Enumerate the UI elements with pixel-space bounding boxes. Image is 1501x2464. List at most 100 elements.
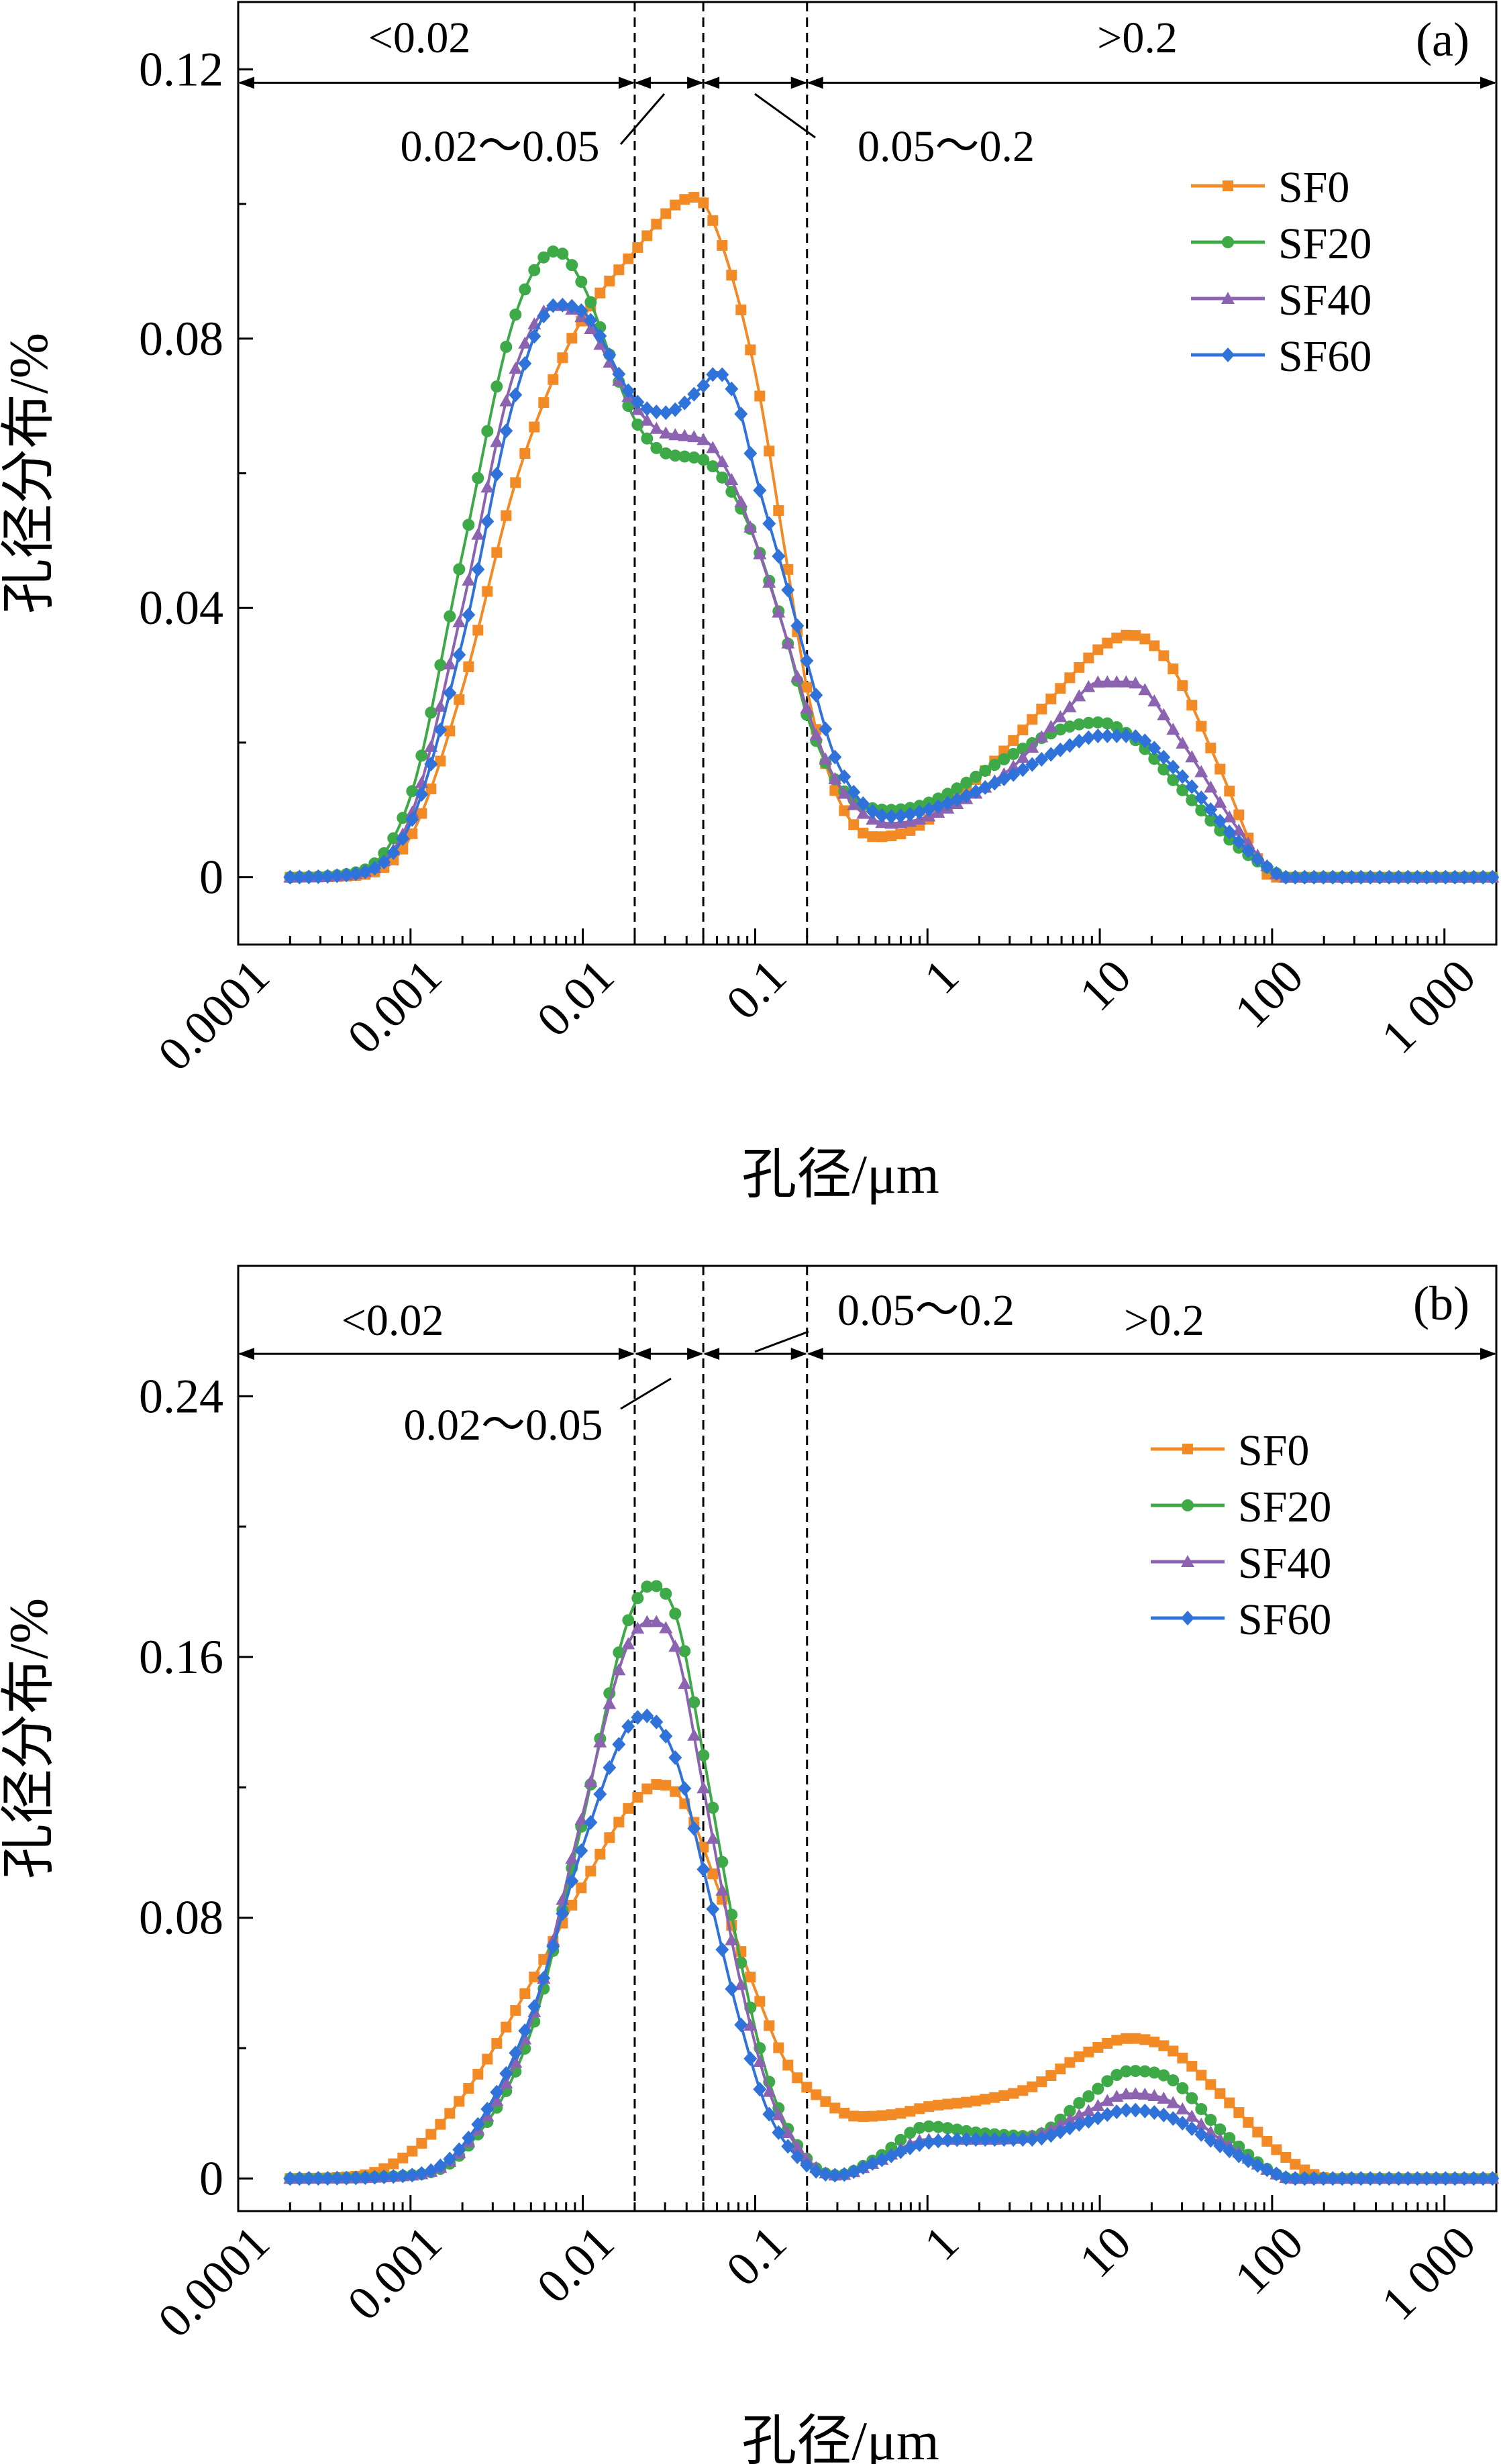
- series-marker: [321, 2171, 335, 2186]
- series-marker: [1354, 2171, 1368, 2186]
- series-marker: [518, 336, 532, 349]
- series-marker: [443, 2151, 457, 2167]
- series-marker: [706, 441, 720, 453]
- series-marker: [989, 2092, 1000, 2103]
- series-marker: [1111, 2035, 1123, 2046]
- series-marker: [820, 2096, 831, 2107]
- series-marker: [678, 395, 692, 411]
- series-marker: [772, 2108, 786, 2121]
- series-marker: [1290, 2159, 1301, 2170]
- series-marker: [913, 2121, 926, 2134]
- series-marker: [1182, 1499, 1194, 1511]
- series-marker: [913, 804, 927, 820]
- series-marker: [895, 828, 907, 840]
- series-marker: [1166, 2096, 1180, 2108]
- series-marker: [725, 1981, 739, 1996]
- series-SF60: [283, 297, 1500, 885]
- series-marker: [1101, 2075, 1114, 2088]
- series-marker: [790, 2140, 805, 2153]
- series-marker: [631, 1710, 645, 1725]
- series-marker: [1345, 869, 1359, 885]
- range-arrow-head-left: [703, 76, 720, 89]
- series-marker: [1072, 689, 1086, 702]
- range-arrow: [634, 76, 704, 89]
- series-marker: [1252, 2127, 1263, 2138]
- series-marker: [462, 607, 476, 623]
- x-tick-label: 1 000: [1371, 949, 1486, 1064]
- range-label: <0.02: [368, 13, 471, 62]
- series-marker: [734, 2017, 748, 2033]
- series-marker: [593, 1786, 607, 1802]
- series-marker: [1036, 2076, 1047, 2088]
- series-marker: [424, 756, 438, 771]
- series-marker: [951, 2098, 963, 2109]
- series-marker: [1448, 869, 1462, 885]
- series-marker: [1073, 718, 1086, 731]
- range-arrow-head-left: [807, 1348, 823, 1360]
- series-marker: [998, 745, 1010, 757]
- series-marker: [716, 1856, 729, 1868]
- series-marker: [1110, 2069, 1123, 2082]
- series-marker: [715, 367, 729, 382]
- series-marker: [1467, 869, 1481, 885]
- series-marker: [1204, 802, 1218, 817]
- series-marker: [837, 786, 851, 799]
- series-marker: [1260, 859, 1274, 875]
- series-marker: [529, 1971, 540, 1982]
- series-marker: [1082, 680, 1096, 692]
- series-marker: [1083, 2046, 1094, 2057]
- series-marker: [330, 2170, 344, 2186]
- series-marker: [1148, 753, 1161, 765]
- series-marker: [490, 2094, 504, 2106]
- y-tick-label: 0: [199, 851, 223, 904]
- legend-item-SF40: SF40: [1191, 276, 1371, 325]
- series-marker: [1243, 2117, 1254, 2128]
- series-marker: [668, 1750, 682, 1766]
- series-marker: [1044, 747, 1058, 762]
- series-marker: [293, 2171, 307, 2186]
- series-marker: [998, 753, 1011, 765]
- series-marker: [715, 455, 729, 468]
- series-marker: [1102, 2037, 1113, 2049]
- series-marker: [809, 728, 823, 741]
- series-marker: [1119, 2102, 1133, 2118]
- series-marker: [613, 1646, 625, 1659]
- series-marker: [548, 374, 559, 385]
- series-marker: [970, 2095, 982, 2106]
- series-marker: [726, 270, 737, 281]
- series-marker: [491, 2037, 503, 2049]
- series-marker: [603, 347, 617, 363]
- series-marker: [1082, 716, 1095, 729]
- series-marker: [715, 1883, 729, 1896]
- series-marker: [1166, 2110, 1180, 2126]
- series-marker: [566, 1899, 578, 1911]
- series-marker: [848, 2110, 860, 2122]
- series-marker: [782, 564, 794, 575]
- series-marker: [1083, 652, 1094, 663]
- series-marker: [1129, 2087, 1143, 2100]
- series-marker: [1008, 735, 1019, 746]
- series-marker: [1016, 751, 1030, 763]
- series-marker: [829, 2102, 841, 2114]
- series-marker: [1027, 2081, 1038, 2092]
- series-marker: [1157, 749, 1171, 765]
- series-marker: [1138, 733, 1152, 749]
- series-marker: [1091, 675, 1105, 688]
- series-marker: [491, 547, 503, 558]
- series-marker: [800, 701, 814, 714]
- series-marker: [717, 239, 728, 251]
- series-marker: [1223, 810, 1237, 822]
- series-marker: [1006, 767, 1021, 782]
- series-marker: [529, 421, 540, 433]
- series-marker: [1064, 2057, 1076, 2068]
- series-marker: [1382, 869, 1396, 885]
- series-marker: [1166, 722, 1180, 735]
- series-marker: [847, 784, 861, 800]
- series-marker: [687, 1821, 701, 1836]
- series-marker: [621, 1637, 635, 1650]
- series-marker: [1214, 2088, 1226, 2099]
- series-marker: [641, 230, 653, 242]
- series-marker: [1214, 763, 1226, 775]
- series-marker: [1181, 1611, 1194, 1625]
- series-marker: [631, 418, 644, 431]
